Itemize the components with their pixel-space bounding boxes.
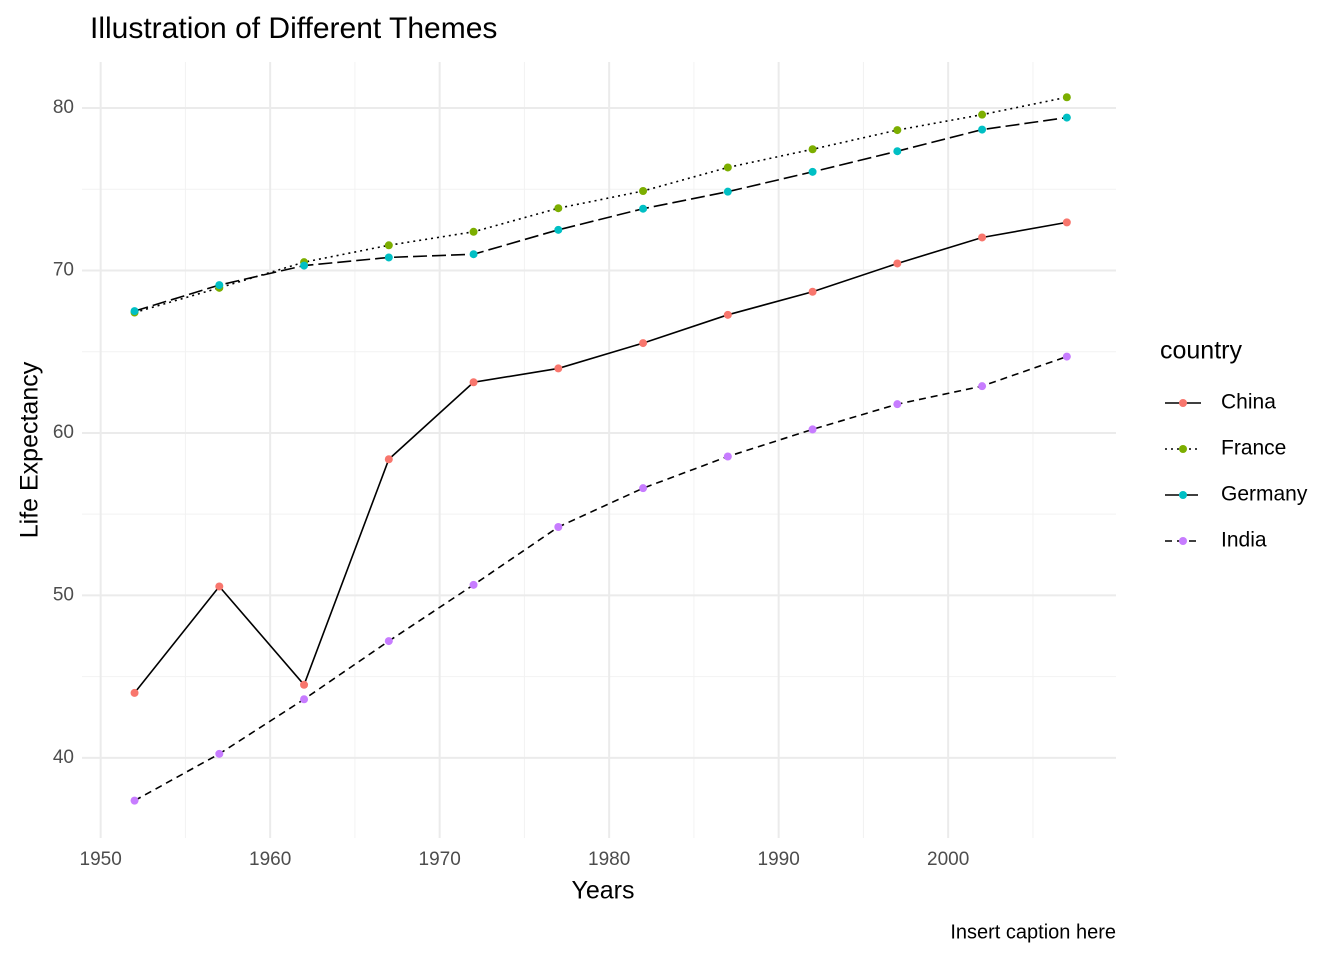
data-point xyxy=(1062,113,1071,122)
data-point xyxy=(554,364,563,373)
data-point xyxy=(384,455,393,464)
data-point xyxy=(215,582,224,591)
y-tick-label: 40 xyxy=(53,747,74,768)
y-tick-label: 50 xyxy=(53,584,74,605)
data-point xyxy=(893,259,902,268)
data-point xyxy=(554,225,563,234)
data-point xyxy=(300,680,309,689)
data-point xyxy=(723,163,732,172)
data-point xyxy=(639,484,648,493)
data-point xyxy=(384,241,393,250)
x-axis-label: Years xyxy=(571,877,634,905)
x-tick-label: 1960 xyxy=(249,849,291,870)
data-point xyxy=(723,187,732,196)
data-point xyxy=(978,125,987,134)
x-tick-label: 1980 xyxy=(588,849,630,870)
data-point xyxy=(469,580,478,589)
legend-key-point xyxy=(1179,537,1187,545)
data-point xyxy=(130,688,139,697)
data-point xyxy=(893,126,902,135)
legend-title: country xyxy=(1160,337,1242,365)
data-point xyxy=(469,250,478,259)
y-tick-label: 60 xyxy=(53,422,74,443)
y-axis-label: Life Expectancy xyxy=(16,361,44,538)
data-point xyxy=(215,281,224,290)
data-point xyxy=(1062,218,1071,227)
legend-label: India xyxy=(1221,529,1267,552)
data-point xyxy=(639,339,648,348)
legend-label: France xyxy=(1221,437,1286,460)
data-point xyxy=(469,378,478,387)
data-point xyxy=(554,523,563,532)
y-tick-label: 80 xyxy=(53,97,74,118)
data-point xyxy=(978,110,987,119)
data-point xyxy=(554,204,563,213)
x-tick-label: 1970 xyxy=(419,849,461,870)
data-point xyxy=(639,204,648,213)
chart-title: Illustration of Different Themes xyxy=(90,12,497,45)
data-point xyxy=(384,253,393,262)
data-point xyxy=(978,233,987,242)
data-point xyxy=(723,310,732,319)
legend-label: Germany xyxy=(1221,483,1308,506)
data-point xyxy=(469,227,478,236)
series-line xyxy=(133,221,1067,694)
data-point xyxy=(808,167,817,176)
series-line xyxy=(134,355,1068,802)
data-point xyxy=(808,425,817,434)
data-point xyxy=(384,637,393,646)
legend-label: China xyxy=(1221,391,1276,414)
grid xyxy=(82,62,1116,838)
series-line xyxy=(134,96,1068,314)
data-point xyxy=(808,145,817,154)
data-point xyxy=(1062,352,1071,361)
data-point xyxy=(978,382,987,391)
legend-key-point xyxy=(1179,399,1187,407)
data-point xyxy=(130,307,139,316)
x-tick-label: 1990 xyxy=(758,849,800,870)
data-point xyxy=(130,796,139,805)
data-point xyxy=(215,749,224,758)
x-tick-label: 2000 xyxy=(927,849,969,870)
data-point xyxy=(808,287,817,296)
data-point xyxy=(893,400,902,409)
caption: Insert caption here xyxy=(950,921,1116,943)
data-point xyxy=(893,147,902,156)
series-line xyxy=(134,116,1067,312)
data-point xyxy=(300,261,309,270)
data-point xyxy=(723,452,732,461)
data-point xyxy=(300,695,309,704)
y-tick-label: 70 xyxy=(53,259,74,280)
legend-key-point xyxy=(1179,491,1187,499)
data-point xyxy=(1062,93,1071,102)
x-tick-label: 1950 xyxy=(80,849,122,870)
data-point xyxy=(639,187,648,196)
legend-key-point xyxy=(1179,445,1187,453)
